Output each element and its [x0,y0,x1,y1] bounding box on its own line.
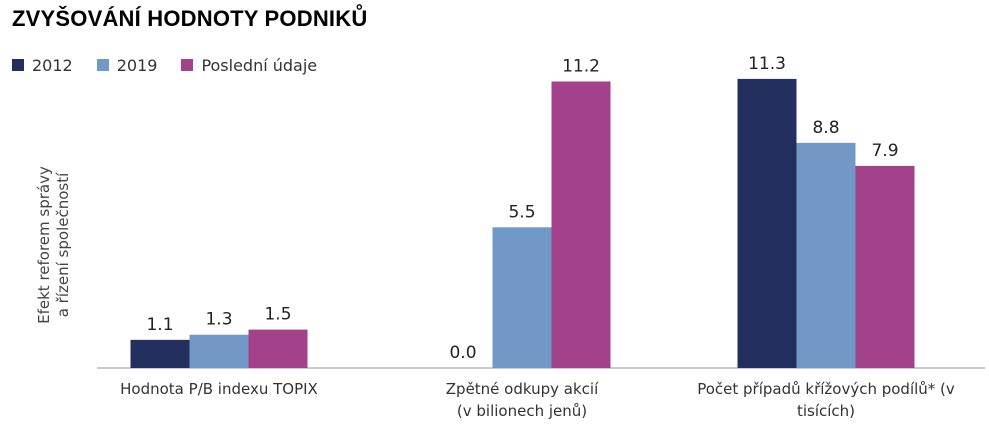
category-label-2-line-1: Zpětné odkupy akcií [445,380,599,398]
data-label-poslední-údaje-3: 7.9 [871,141,898,161]
legend-label-latest: Poslední údaje [201,55,318,75]
category-label-1: Hodnota P/B indexu TOPIX [69,378,369,400]
legend: 2012 2019 Poslední údaje [12,54,341,76]
legend-item-2019: 2019 [96,55,158,75]
bar-poslední-údaje-2 [551,81,611,368]
data-label-2019-1: 1.3 [205,310,232,330]
legend-swatch-2012 [12,59,24,71]
category-label-3: Počet případů křížových podílů* (v tisící… [676,378,976,422]
bar-poslední-údaje-3 [855,165,915,368]
chart-title: ZVYŠOVÁNÍ HODNOTY PODNIKŮ [12,6,368,31]
data-label-2012-3: 11.3 [748,54,786,74]
data-label-poslední-údaje-1: 1.5 [264,305,291,325]
legend-swatch-2019 [96,59,109,71]
category-label-3-line-1: Počet případů křížových podílů* (v [697,380,955,398]
category-label-2-line-2: (v bilionech jenů) [456,402,588,420]
legend-swatch-latest [181,59,194,71]
legend-label-2019: 2019 [116,55,158,75]
data-label-2012-1: 1.1 [146,315,173,335]
legend-item-2012: 2012 [12,56,73,75]
bar-poslední-údaje-1 [248,329,308,368]
bar-2019-1 [189,334,249,368]
data-label-poslední-údaje-2: 11.2 [562,56,600,76]
data-label-2019-2: 5.5 [508,202,535,222]
legend-label-2012: 2012 [32,55,73,75]
bar-2019-2 [492,227,552,368]
bar-2012-1 [130,339,190,368]
data-label-2019-3: 8.8 [812,118,839,138]
bar-2019-3 [796,142,856,368]
category-label-3-line-2: tisících) [796,402,856,420]
category-label-1-line-1: Hodnota P/B indexu TOPIX [120,380,318,398]
bar-2012-3 [737,78,797,369]
legend-item-latest: Poslední údaje [181,56,317,75]
category-label-2: Zpětné odkupy akcií (v bilionech jenů) [372,378,672,422]
data-label-2012-2: 0.0 [449,343,476,363]
